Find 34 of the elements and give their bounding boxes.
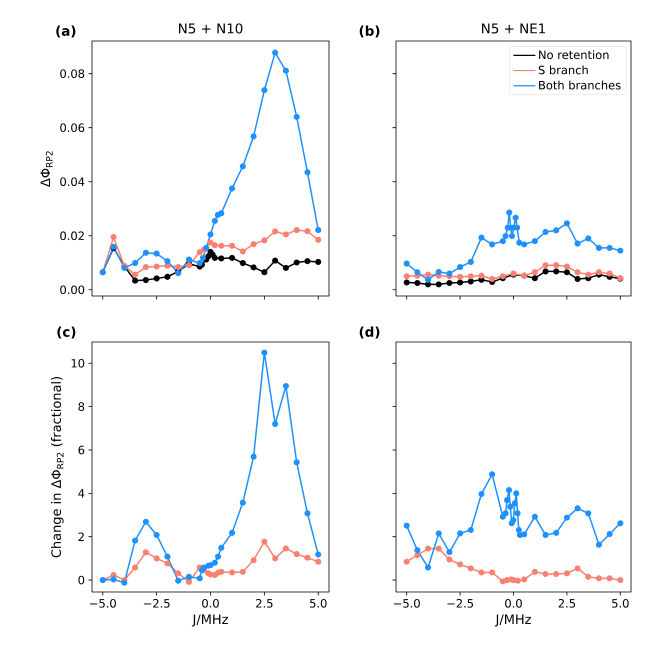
x-tick-label: 2.5 bbox=[256, 599, 272, 608]
y-tick-label: 6 bbox=[78, 446, 84, 454]
y-tick-label: 0.00 bbox=[60, 285, 84, 294]
x-tick-label: 2.5 bbox=[558, 599, 576, 608]
y-tick-label: 10 bbox=[72, 358, 84, 368]
y-tick-label: 0.06 bbox=[60, 123, 84, 132]
x-tick-label: −5.0 bbox=[90, 599, 116, 608]
y-tick-label: 0.02 bbox=[60, 231, 84, 240]
text: (c) bbox=[57, 326, 76, 338]
x-axis-title: J/MHz bbox=[192, 614, 228, 627]
y-tick-label: 4 bbox=[78, 489, 84, 498]
y-axis-title: ΔΦ$_{RP2}$ bbox=[40, 151, 53, 187]
y-tick-label: 0 bbox=[78, 576, 84, 584]
x-tick-label: −5.0 bbox=[394, 599, 420, 608]
legend-label: Both branches bbox=[539, 80, 621, 90]
text: (b) bbox=[360, 25, 380, 38]
chart-title: N5 + N10 bbox=[179, 23, 242, 34]
legend-label: S branch bbox=[538, 65, 588, 74]
x-tick-label: 0.0 bbox=[505, 599, 522, 608]
x-tick-label: 5.0 bbox=[612, 599, 629, 608]
y-tick-label: 0.04 bbox=[60, 177, 84, 186]
legend-label: No retention bbox=[539, 50, 609, 60]
y-axis-title: Change in ΔΦ$_{RP2}$ (fractional) bbox=[51, 376, 64, 558]
x-tick-label: 5.0 bbox=[310, 599, 327, 608]
chart-title: N5 + NE1 bbox=[482, 23, 546, 34]
x-tick-label: −2.5 bbox=[447, 599, 473, 608]
x-axis-title: J/MHz bbox=[494, 614, 531, 627]
y-tick-label: 8 bbox=[78, 402, 84, 411]
y-tick-label: 0.08 bbox=[60, 69, 84, 78]
text: (d) bbox=[360, 326, 380, 338]
x-tick-label: 0.0 bbox=[202, 599, 219, 608]
text: (a) bbox=[56, 25, 76, 38]
x-tick-label: −2.5 bbox=[144, 599, 170, 608]
y-tick-label: 2 bbox=[78, 532, 84, 541]
